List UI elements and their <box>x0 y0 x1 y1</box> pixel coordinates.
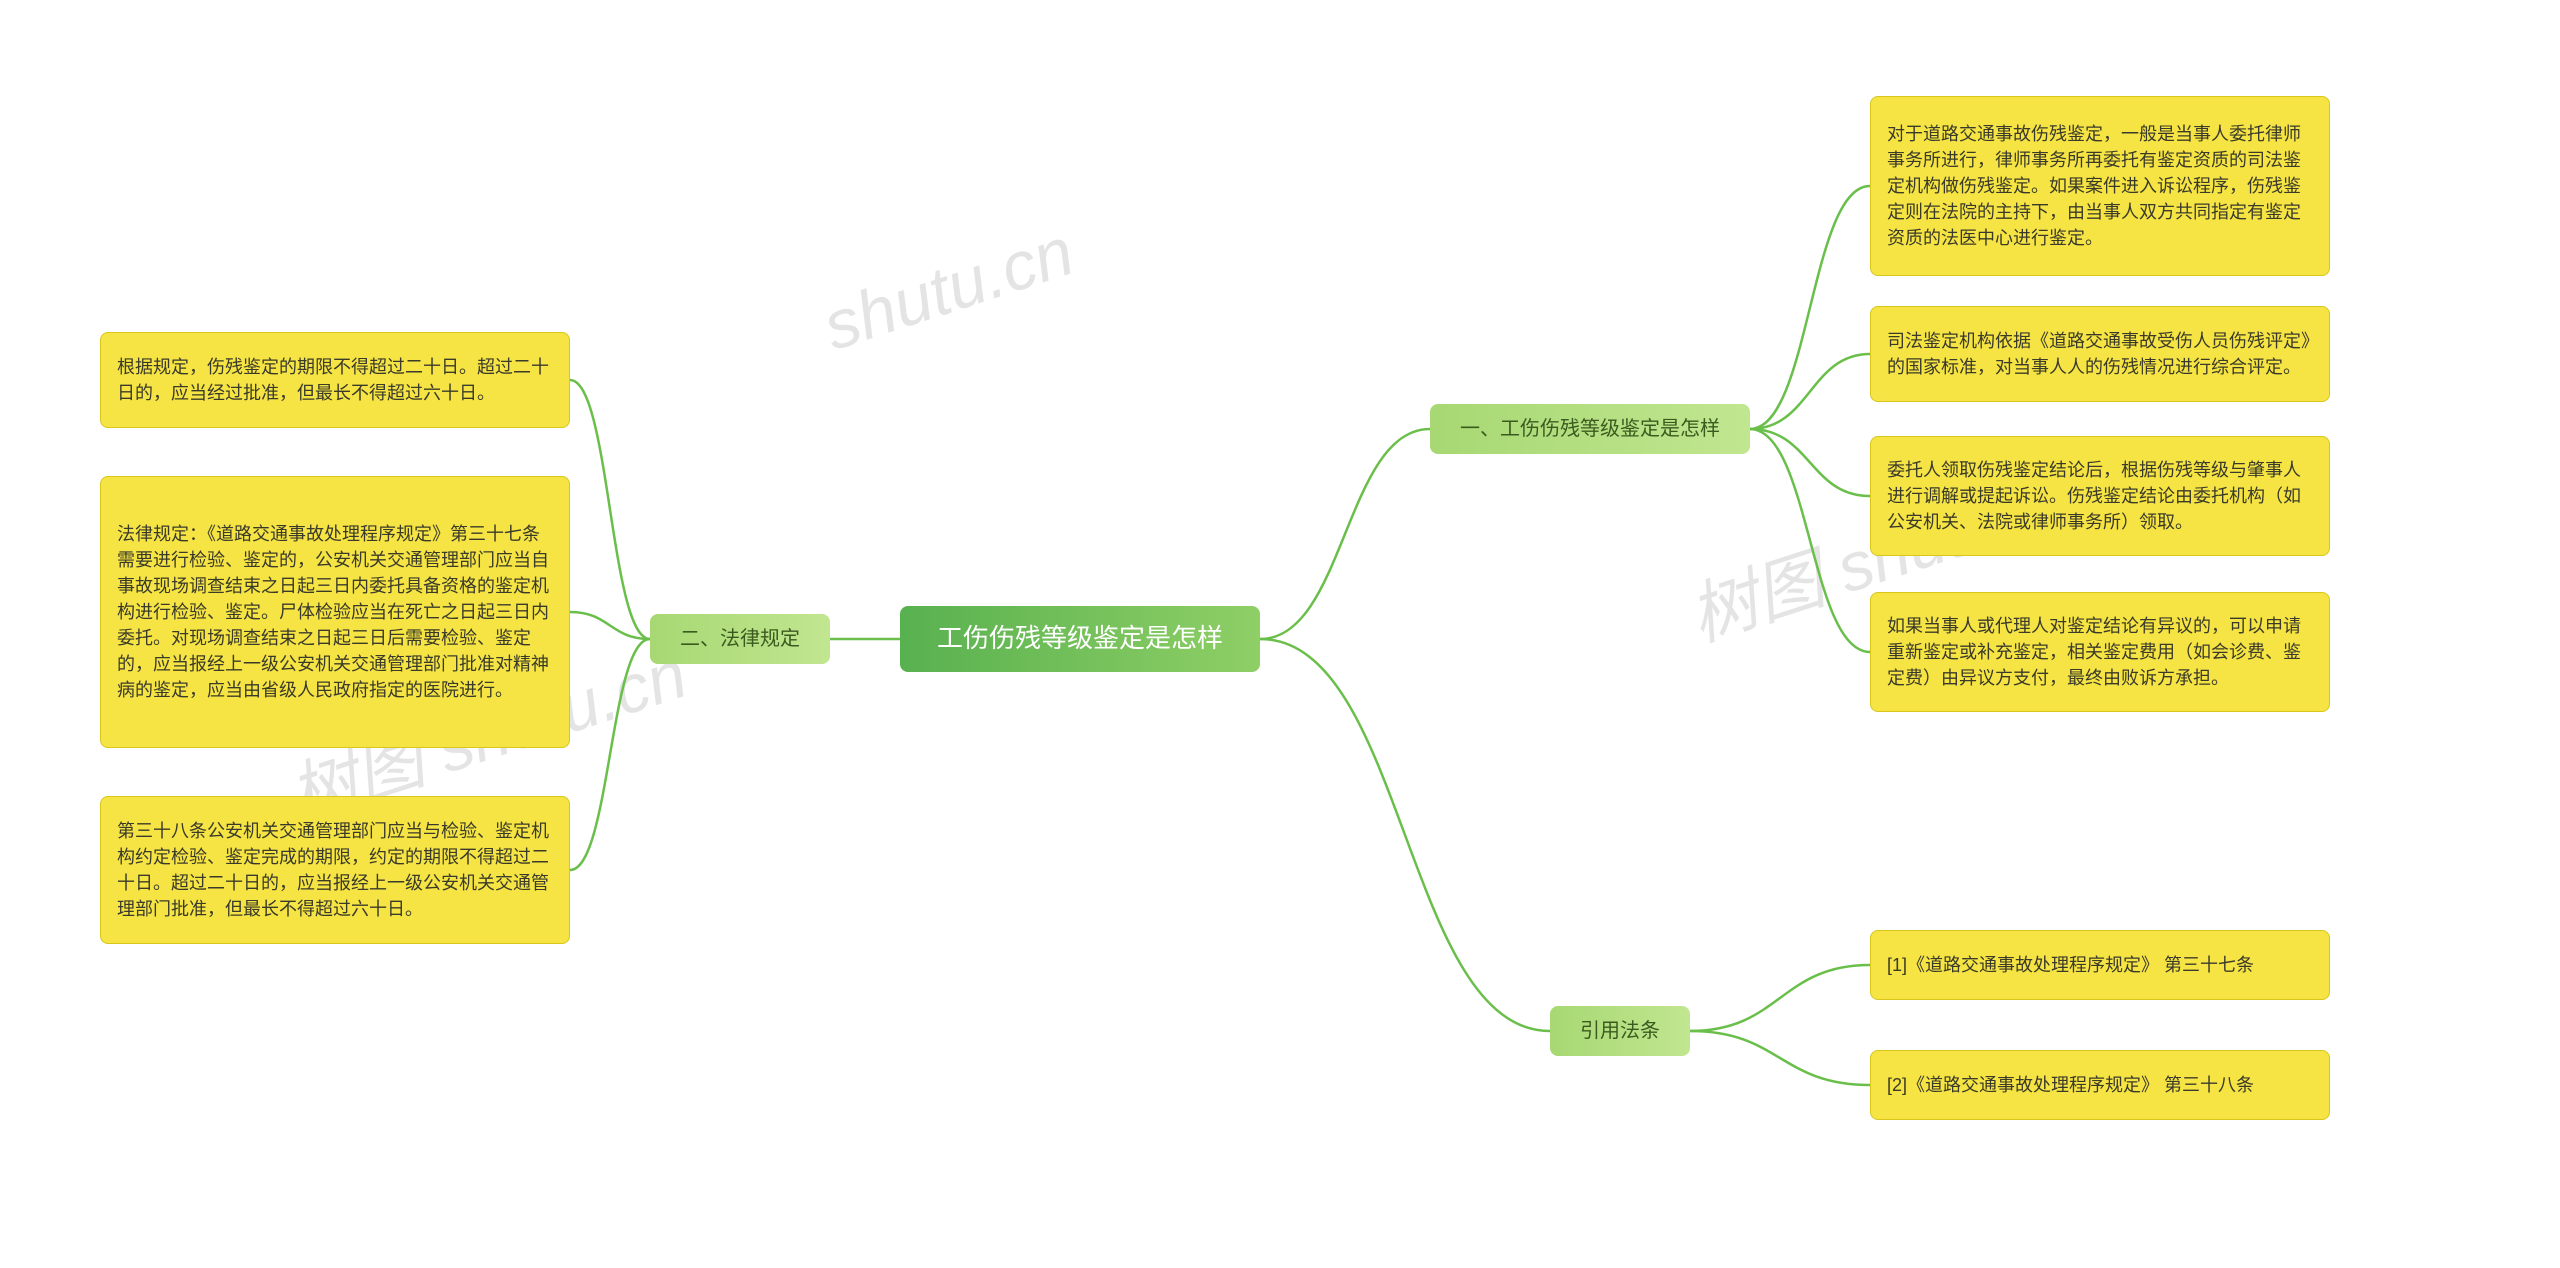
root-node[interactable]: 工伤伤残等级鉴定是怎样 <box>900 606 1260 672</box>
leaf-node[interactable]: 委托人领取伤残鉴定结论后，根据伤残等级与肇事人进行调解或提起诉讼。伤残鉴定结论由… <box>1870 436 2330 556</box>
watermark: shutu.cn <box>814 212 1083 366</box>
leaf-node[interactable]: 司法鉴定机构依据《道路交通事故受伤人员伤残评定》的国家标准，对当事人人的伤残情况… <box>1870 306 2330 402</box>
mindmap-canvas: 树图 shutu.cn shutu.cn 树图 shutu.cn 工伤伤残等级鉴… <box>0 0 2560 1268</box>
leaf-node[interactable]: 第三十八条公安机关交通管理部门应当与检验、鉴定机构约定检验、鉴定完成的期限，约定… <box>100 796 570 944</box>
leaf-node[interactable]: [2]《道路交通事故处理程序规定》 第三十八条 <box>1870 1050 2330 1120</box>
leaf-node[interactable]: 根据规定，伤残鉴定的期限不得超过二十日。超过二十日的，应当经过批准，但最长不得超… <box>100 332 570 428</box>
leaf-node[interactable]: [1]《道路交通事故处理程序规定》 第三十七条 <box>1870 930 2330 1000</box>
leaf-node[interactable]: 如果当事人或代理人对鉴定结论有异议的，可以申请重新鉴定或补充鉴定，相关鉴定费用（… <box>1870 592 2330 712</box>
leaf-node[interactable]: 对于道路交通事故伤残鉴定，一般是当事人委托律师事务所进行，律师事务所再委托有鉴定… <box>1870 96 2330 276</box>
branch-node-1[interactable]: 一、工伤伤残等级鉴定是怎样 <box>1430 404 1750 454</box>
branch-node-2[interactable]: 二、法律规定 <box>650 614 830 664</box>
leaf-node[interactable]: 法律规定：《道路交通事故处理程序规定》第三十七条需要进行检验、鉴定的，公安机关交… <box>100 476 570 748</box>
branch-node-3[interactable]: 引用法条 <box>1550 1006 1690 1056</box>
